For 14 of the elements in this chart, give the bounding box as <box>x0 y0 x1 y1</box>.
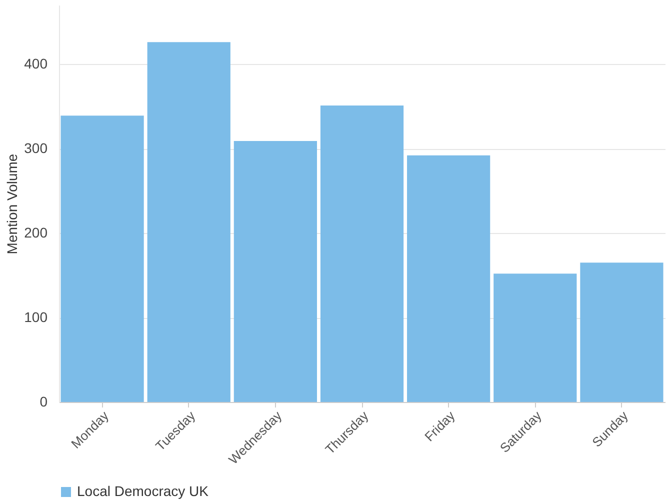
bar <box>147 42 230 402</box>
y-axis-title: Mention Volume <box>4 154 20 254</box>
y-tick-label: 400 <box>24 56 48 72</box>
y-tick-label: 0 <box>40 394 48 410</box>
bar <box>407 155 490 402</box>
bar <box>60 116 144 402</box>
y-tick-label: 300 <box>24 140 48 156</box>
bar <box>234 140 317 402</box>
legend-label: Local Democracy UK <box>77 483 210 499</box>
bar <box>320 106 404 402</box>
bar <box>494 274 577 402</box>
y-tick-label: 100 <box>24 309 48 326</box>
y-tick-label: 200 <box>24 224 48 241</box>
bar <box>580 262 664 402</box>
